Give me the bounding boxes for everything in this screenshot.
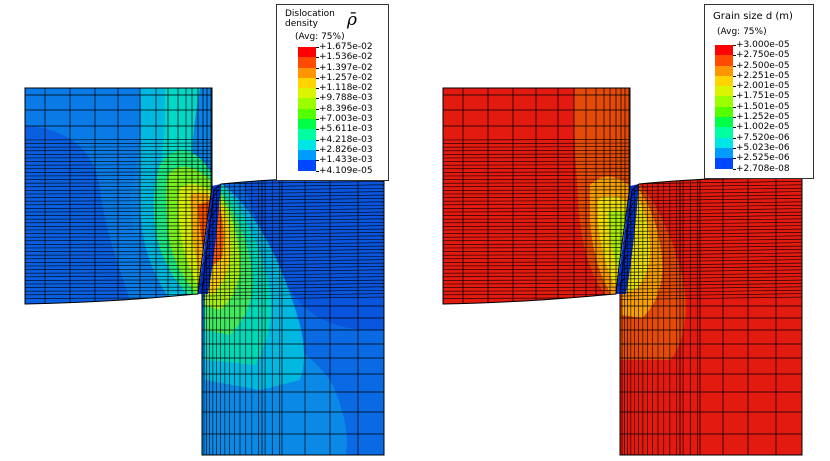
legend-swatch [298, 47, 316, 58]
legend-swatch [298, 139, 316, 150]
legend-label: +1.536e-02 [319, 52, 373, 63]
legend-avg-note: (Avg: 75%) [295, 32, 345, 42]
legend-label: +2.001e-05 [736, 81, 790, 92]
legend-tick [316, 88, 319, 90]
legend-tick [733, 117, 736, 119]
legend-tick [733, 45, 736, 46]
legend-swatch [715, 147, 733, 159]
legend-label: +1.501e-05 [736, 101, 790, 112]
legend-symbol: ρ̄ [347, 10, 357, 30]
legend-swatch [715, 55, 733, 66]
legend-swatch [715, 45, 733, 56]
legend-label: +4.218e-03 [319, 134, 373, 145]
legend-title: Grain size d (m) [713, 11, 793, 22]
legend-swatch [715, 117, 733, 128]
legend-swatch [298, 98, 316, 109]
legend-dislocation-density: Dislocation density ρ̄ (Avg: 75%) +1.675… [276, 4, 389, 181]
legend-label: +7.520e-06 [736, 132, 790, 143]
left-upper-block [25, 88, 212, 304]
legend-swatch [298, 149, 316, 161]
legend-label: +1.751e-05 [736, 91, 790, 102]
legend-label: +2.826e-03 [319, 144, 373, 155]
legend-tick [733, 96, 736, 98]
element-mesh [25, 88, 802, 455]
legend-label: +1.002e-05 [736, 122, 790, 133]
legend-label: +2.525e-06 [736, 153, 790, 164]
legend-tick [316, 129, 319, 131]
legend-label: +2.500e-05 [736, 60, 790, 71]
legend-swatch [715, 106, 733, 118]
legend-swatch [298, 119, 316, 130]
legend-tick [316, 67, 319, 69]
legend-tick [316, 119, 319, 121]
legend-label: +2.708e-08 [736, 163, 790, 174]
legend-tick [316, 139, 319, 141]
legend-label: +4.109e-05 [319, 165, 373, 176]
right-upper-block [443, 88, 630, 304]
legend-grain-size: Grain size d (m) (Avg: 75%) +3.000e-05 +2… [704, 4, 814, 179]
legend-label: +2.750e-05 [736, 50, 790, 61]
legend-swatch [298, 108, 316, 120]
legend-tick [733, 147, 736, 149]
legend-label: +8.396e-03 [319, 103, 373, 114]
legend-label: +1.257e-02 [319, 72, 373, 83]
legend-tick [316, 57, 319, 59]
legend-tick [733, 127, 736, 129]
legend-tick [316, 149, 319, 151]
legend-tick [733, 75, 736, 77]
legend-swatch [715, 158, 733, 169]
legend-tick [733, 137, 736, 139]
legend-tick [733, 65, 736, 67]
legend-tick [316, 47, 319, 48]
legend-swatch [715, 86, 733, 97]
legend-swatch [715, 75, 733, 87]
legend-tick [733, 86, 736, 88]
legend-label: +5.611e-03 [319, 124, 373, 135]
legend-swatch [715, 137, 733, 148]
legend-tick [316, 108, 319, 110]
legend-tick [316, 160, 319, 162]
legend-swatch [298, 129, 316, 140]
legend-swatch [298, 57, 316, 68]
legend-label: +2.251e-05 [736, 70, 790, 81]
legend-label: +1.675e-02 [319, 42, 373, 52]
legend-label: +1.252e-05 [736, 112, 790, 123]
legend-swatch [298, 160, 316, 171]
legend-title-line-2: density [285, 19, 318, 29]
legend-swatch [715, 127, 733, 138]
legend-label: +1.118e-02 [319, 83, 373, 94]
legend-tick [316, 98, 319, 100]
legend-swatch [715, 96, 733, 107]
legend-tick [316, 77, 319, 79]
legend-tick [733, 106, 736, 108]
legend-label: +3.000e-05 [736, 40, 790, 50]
legend-label: +1.397e-02 [319, 62, 373, 73]
legend-avg-note: (Avg: 75%) [717, 27, 767, 37]
legend-tick [733, 158, 736, 160]
legend-label: +1.433e-03 [319, 155, 373, 166]
legend-swatch [298, 88, 316, 99]
legend-tick [733, 168, 736, 170]
legend-swatch [715, 65, 733, 76]
legend-swatch [298, 67, 316, 78]
legend-label: +5.023e-06 [736, 142, 790, 153]
legend-label: +9.788e-03 [319, 93, 373, 104]
legend-title-line-1: Dislocation [285, 9, 335, 19]
legend-swatch [298, 77, 316, 89]
legend-tick [733, 55, 736, 57]
legend-tick [316, 170, 319, 172]
legend-label: +7.003e-03 [319, 114, 373, 125]
